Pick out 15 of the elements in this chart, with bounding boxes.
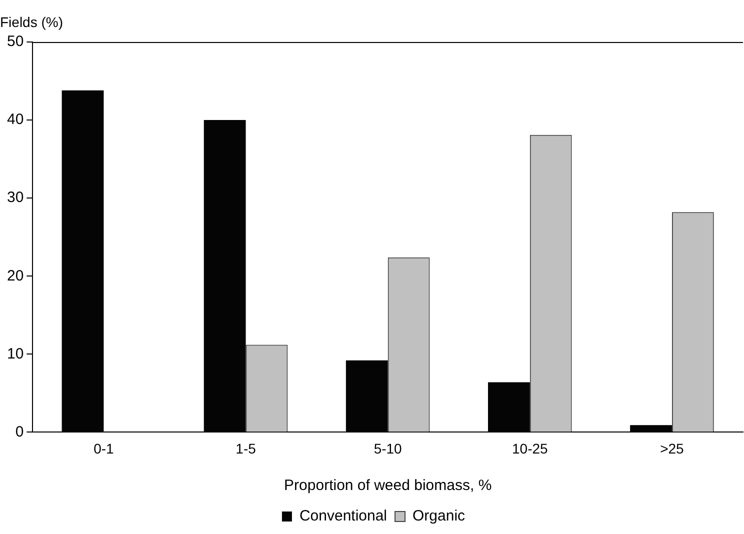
x-tick-label: 0-1 bbox=[94, 440, 114, 456]
x-axis-title: Proportion of weed biomass, % bbox=[284, 477, 492, 494]
x-tick-label: 10-25 bbox=[512, 440, 548, 456]
y-tick-label: 10 bbox=[6, 345, 24, 362]
y-tick-label: 30 bbox=[6, 189, 24, 206]
y-tick-label: 40 bbox=[6, 111, 24, 128]
y-tick-label: 0 bbox=[15, 423, 24, 440]
x-tick-label: 1-5 bbox=[236, 440, 256, 456]
x-tick-label: >25 bbox=[660, 440, 684, 456]
x-tick-label: 5-10 bbox=[374, 440, 402, 456]
y-tick-label: 20 bbox=[6, 267, 24, 284]
legend-label: Conventional bbox=[299, 508, 388, 525]
y-tick-label: 50 bbox=[6, 33, 24, 50]
legend-label: Organic bbox=[412, 508, 466, 525]
y-axis-title: Fields (%) bbox=[0, 14, 64, 30]
